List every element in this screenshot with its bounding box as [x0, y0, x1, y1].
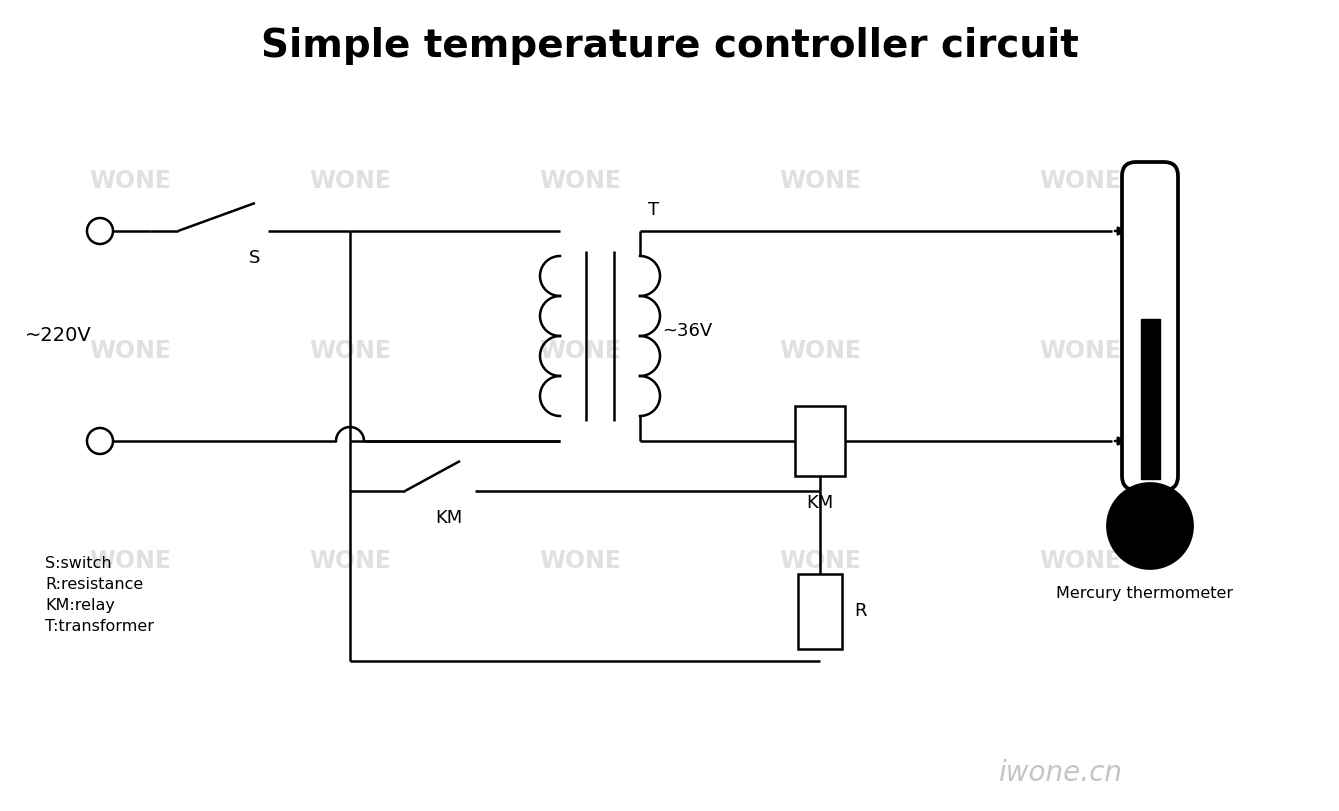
Text: S: S	[249, 249, 261, 267]
Text: WONE: WONE	[309, 339, 391, 363]
Text: WONE: WONE	[779, 549, 861, 573]
Text: WONE: WONE	[88, 549, 171, 573]
Text: WONE: WONE	[779, 339, 861, 363]
Text: ~36V: ~36V	[661, 322, 712, 340]
Text: WONE: WONE	[1039, 549, 1121, 573]
Bar	[798, 574, 842, 649]
Text: iwone.cn: iwone.cn	[998, 759, 1122, 787]
Text: WONE: WONE	[88, 169, 171, 193]
FancyBboxPatch shape	[1122, 162, 1178, 490]
Text: WONE: WONE	[309, 549, 391, 573]
Text: WONE: WONE	[1039, 169, 1121, 193]
Text: WONE: WONE	[779, 169, 861, 193]
Text: S:switch
R:resistance
KM:relay
T:transformer: S:switch R:resistance KM:relay T:transfo…	[46, 556, 154, 634]
Circle shape	[1107, 484, 1192, 568]
Text: T: T	[648, 201, 659, 219]
Text: R: R	[854, 603, 866, 620]
Text: Simple temperature controller circuit: Simple temperature controller circuit	[261, 27, 1079, 65]
Bar	[795, 406, 845, 476]
Text: WONE: WONE	[540, 339, 621, 363]
Bar	[1141, 319, 1160, 479]
Text: WONE: WONE	[1039, 339, 1121, 363]
Text: WONE: WONE	[309, 169, 391, 193]
Text: KM: KM	[806, 494, 834, 512]
Text: WONE: WONE	[540, 549, 621, 573]
Text: Mercury thermometer: Mercury thermometer	[1056, 586, 1233, 601]
Text: ~220V: ~220V	[25, 327, 92, 345]
Text: WONE: WONE	[540, 169, 621, 193]
Text: KM: KM	[435, 509, 462, 527]
Text: WONE: WONE	[88, 339, 171, 363]
